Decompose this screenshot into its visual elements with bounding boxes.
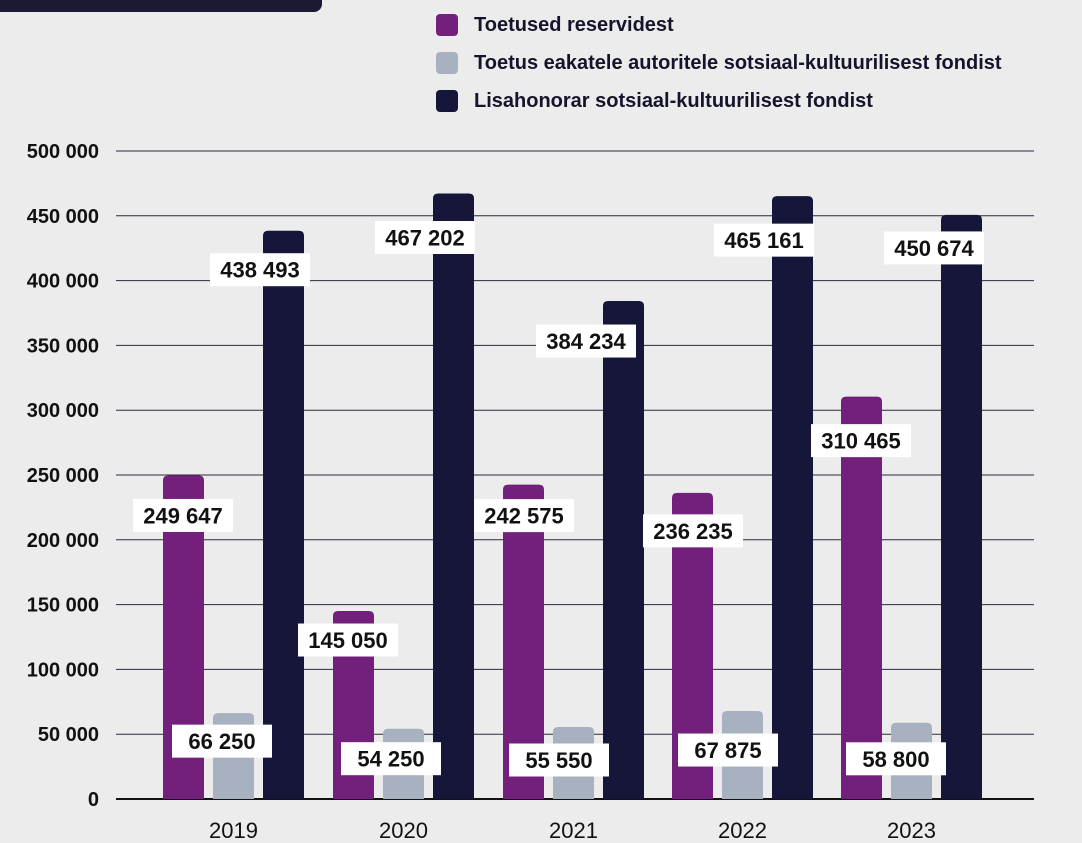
y-tick-label: 300 000 — [27, 400, 99, 422]
data-label: 384 234 — [546, 329, 626, 354]
legend-item-elderly-authors: Toetus eakatele autoritele sotsiaal-kult… — [436, 44, 1002, 82]
data-label: 467 202 — [385, 226, 465, 251]
y-tick-label: 150 000 — [27, 595, 99, 617]
bar — [433, 193, 474, 799]
data-label: 55 550 — [525, 748, 592, 773]
legend-swatch-additional-fee — [436, 90, 458, 112]
data-label: 67 875 — [694, 738, 761, 763]
y-tick-label: 500 000 — [27, 141, 99, 163]
header-corner-block — [0, 0, 322, 12]
data-label-box — [375, 221, 475, 255]
y-tick-label: 450 000 — [27, 206, 99, 228]
y-tick-label: 50 000 — [38, 724, 99, 746]
bar — [841, 396, 882, 799]
data-label-box — [678, 733, 778, 767]
data-label: 465 161 — [724, 228, 804, 253]
data-label-box — [210, 253, 310, 287]
y-tick-label: 350 000 — [27, 335, 99, 357]
y-tick-label: 100 000 — [27, 659, 99, 681]
data-label-box — [714, 223, 814, 257]
data-label-box — [509, 743, 609, 777]
data-label: 145 050 — [308, 628, 388, 653]
legend-swatch-reserves — [436, 14, 458, 36]
y-tick-label: 0 — [88, 789, 99, 811]
data-label: 236 235 — [653, 519, 733, 544]
data-label-box — [341, 742, 441, 776]
x-tick-label: 2020 — [379, 818, 428, 843]
bar — [263, 230, 304, 799]
x-tick-label: 2021 — [549, 818, 598, 843]
y-tick-label: 200 000 — [27, 530, 99, 552]
data-label: 58 800 — [862, 747, 929, 772]
data-label-box — [811, 424, 911, 458]
bar — [772, 196, 813, 799]
data-label-box — [172, 724, 272, 758]
bar — [603, 301, 644, 799]
data-label: 438 493 — [220, 258, 300, 283]
data-label: 310 465 — [821, 429, 901, 454]
data-label-box — [643, 514, 743, 548]
legend-label-additional-fee: Lisahonorar sotsiaal-kultuurilisest fond… — [474, 89, 873, 112]
y-tick-label: 250 000 — [27, 465, 99, 487]
data-label-box — [474, 499, 574, 533]
legend-swatch-elderly-authors — [436, 52, 458, 74]
legend-item-additional-fee: Lisahonorar sotsiaal-kultuurilisest fond… — [436, 82, 1002, 120]
data-label-box — [884, 231, 984, 265]
x-tick-label: 2023 — [887, 818, 936, 843]
x-tick-label: 2022 — [718, 818, 767, 843]
data-label: 242 575 — [484, 504, 564, 529]
legend-label-reserves: Toetused reservidest — [474, 13, 674, 36]
data-label-box — [846, 742, 946, 776]
bar — [163, 475, 204, 799]
bar — [672, 492, 713, 799]
data-label-box — [536, 324, 636, 358]
data-label-box — [298, 623, 398, 657]
legend-item-reserves: Toetused reservidest — [436, 6, 1002, 44]
data-label: 450 674 — [894, 236, 974, 261]
chart-legend: Toetused reservidest Toetus eakatele aut… — [436, 6, 1002, 120]
data-label: 249 647 — [143, 503, 223, 528]
data-label: 66 250 — [188, 729, 255, 754]
legend-label-elderly-authors: Toetus eakatele autoritele sotsiaal-kult… — [474, 51, 1002, 74]
y-tick-label: 400 000 — [27, 271, 99, 293]
x-tick-label: 2019 — [209, 818, 258, 843]
bar — [503, 484, 544, 799]
bar — [941, 214, 982, 799]
data-label: 54 250 — [357, 747, 424, 772]
data-label-box — [133, 498, 233, 532]
